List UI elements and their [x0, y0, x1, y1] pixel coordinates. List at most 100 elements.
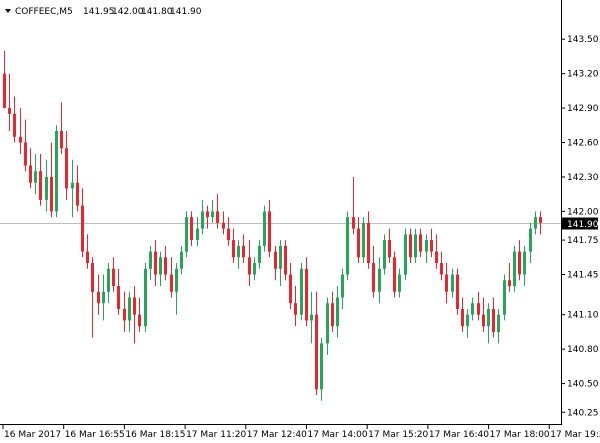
candle-body [164, 257, 167, 275]
price-tag-bg [562, 217, 598, 230]
candle-body [440, 263, 443, 275]
candle [211, 199, 214, 223]
time-tick-label: 17 Mar 12:40 [247, 430, 307, 440]
candle-body [237, 245, 240, 258]
time-tick-label: 17 Mar 14:00 [307, 430, 367, 440]
candle [534, 211, 537, 235]
time-tick-label: 17 Mar 19:20 [550, 430, 600, 440]
candle-body [539, 217, 542, 223]
candle-body [19, 136, 22, 143]
candle-body [216, 211, 219, 223]
candle [414, 228, 417, 264]
candle-body [352, 217, 355, 229]
candle [336, 286, 339, 338]
candle [466, 308, 469, 338]
candle [190, 211, 193, 246]
candle [144, 263, 147, 332]
candle-body [310, 314, 313, 321]
candle [492, 297, 495, 338]
candle-body [430, 240, 433, 252]
candle-body [471, 303, 474, 315]
candle-body [289, 274, 292, 304]
candle-body [461, 308, 464, 327]
price-tick-label: 141.75 [567, 236, 599, 246]
candle-body [477, 303, 480, 315]
candle [341, 268, 344, 309]
candle-body [425, 240, 428, 252]
candle [112, 257, 115, 292]
candle [274, 245, 277, 281]
candle [331, 291, 334, 332]
candle-body [81, 205, 84, 252]
candle [154, 240, 157, 286]
candle-body [315, 314, 318, 390]
candle [50, 142, 53, 218]
chart-header: COFFEEC,M5 141.95 142.00 141.80 141.90 [5, 7, 202, 17]
time-tick-label: 17 Mar 16:40 [429, 430, 489, 440]
current-price-tag: 141.90 [562, 217, 599, 230]
candle-body [253, 263, 256, 275]
candle [128, 291, 131, 332]
candle [91, 257, 94, 338]
price-tick-label: 143.20 [567, 70, 599, 80]
candle-body [487, 308, 490, 327]
candle-body [388, 240, 391, 258]
candle-body [497, 314, 500, 332]
candle-body [357, 228, 360, 258]
candle-body [8, 108, 11, 114]
candle-body [175, 268, 178, 292]
candle [216, 194, 219, 229]
candle [425, 234, 428, 264]
candle-body [154, 251, 157, 275]
price-tick-label: 140.25 [567, 408, 599, 418]
time-tick-label: 16 Mar 16:55 [65, 430, 125, 440]
candle [8, 73, 11, 132]
candle [107, 263, 110, 304]
candle [185, 211, 188, 258]
candle [263, 205, 266, 252]
candle [523, 245, 526, 286]
candle-body [534, 217, 537, 229]
candle-body [409, 234, 412, 258]
price-tick-label: 140.80 [567, 345, 599, 355]
candle-body [3, 73, 6, 109]
candle [383, 234, 386, 275]
candle-body [523, 251, 526, 275]
candle [497, 308, 500, 344]
candle-body [123, 308, 126, 321]
candle [102, 274, 105, 321]
candle [320, 337, 323, 401]
candle-body [97, 291, 100, 304]
dropdown-arrow-icon[interactable] [5, 9, 11, 13]
candle [445, 263, 448, 304]
candle-body [378, 268, 381, 292]
candle-body [117, 286, 120, 309]
candle-body [159, 257, 162, 275]
candle-body [305, 268, 308, 321]
candle-body [55, 131, 58, 212]
candle-body [86, 251, 89, 264]
candle [456, 268, 459, 315]
candle-body [128, 297, 131, 321]
candle-body [50, 176, 53, 212]
candle [539, 211, 542, 235]
candle-body [91, 263, 94, 292]
candle-body [102, 291, 105, 304]
candle-body [398, 274, 401, 292]
candle-body [180, 251, 183, 269]
candle [435, 234, 438, 269]
candle [388, 228, 391, 264]
candle [482, 297, 485, 332]
candle [419, 228, 422, 258]
candle [227, 217, 230, 246]
candle-body [29, 165, 32, 183]
candle [326, 297, 329, 355]
candle-body [529, 228, 532, 252]
candle-body [451, 274, 454, 292]
candle-body [466, 314, 469, 327]
candle [206, 205, 209, 229]
candle-body [149, 251, 152, 269]
candle [138, 297, 141, 332]
candle [60, 102, 63, 154]
